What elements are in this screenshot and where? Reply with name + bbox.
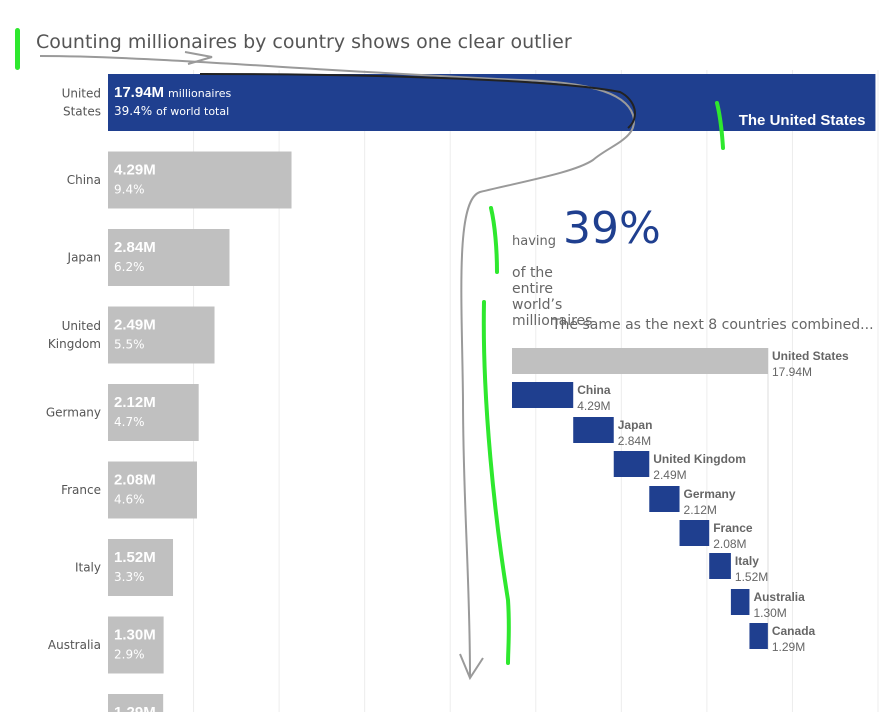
hand-drawn-annotations — [39, 51, 725, 681]
waterfall-category: France — [713, 521, 753, 535]
waterfall-value: 1.52M — [735, 570, 768, 584]
category-label: Germany — [46, 406, 101, 420]
waterfall-bar-0 — [512, 348, 768, 374]
waterfall-bar-3 — [613, 451, 650, 477]
bar-8 — [108, 694, 164, 712]
green-marker — [715, 101, 725, 150]
callout-prefix: having — [512, 234, 557, 249]
waterfall-subtitle: The same as the next 8 countries combine… — [552, 317, 874, 333]
highlight-name: The United States — [739, 112, 866, 129]
gray-arrowhead-bottom — [459, 653, 484, 681]
category-label: France — [61, 483, 101, 497]
share-label: 6.2% — [114, 260, 145, 274]
bar-0 — [108, 74, 876, 131]
green-marker — [481, 300, 511, 665]
waterfall-value: 4.29M — [577, 399, 610, 413]
gray-arrow-line — [39, 55, 636, 677]
green-marker-title — [15, 28, 20, 70]
bar-4 — [108, 384, 199, 441]
category-label: Italy — [75, 561, 101, 575]
waterfall-category: Australia — [753, 590, 805, 604]
value-label: 2.12M — [114, 394, 156, 411]
waterfall-category: China — [577, 383, 611, 397]
share-label: 5.5% — [114, 338, 145, 352]
waterfall-bar-5 — [679, 520, 710, 546]
bar-1 — [108, 151, 292, 209]
category-label: States — [63, 105, 101, 119]
waterfall-value: 1.29M — [772, 640, 805, 654]
share-suffix: of world total — [156, 105, 229, 118]
bar-3 — [108, 306, 215, 364]
waterfall-bar-1 — [512, 382, 574, 408]
waterfall-value: 17.94M — [772, 365, 812, 379]
share-label: 4.6% — [114, 493, 145, 507]
waterfall-value: 2.84M — [618, 434, 651, 448]
waterfall-bar-6 — [709, 553, 731, 579]
share-label: 9.4% — [114, 183, 145, 197]
value-label: 2.84M — [114, 239, 156, 256]
value-label: 1.29M — [114, 704, 156, 712]
value-suffix: millionaires — [168, 87, 231, 100]
category-label: Australia — [48, 638, 101, 652]
waterfall-bar-4 — [649, 486, 680, 512]
waterfall-category: United Kingdom — [653, 452, 746, 466]
waterfall-value: 2.08M — [713, 537, 746, 551]
bar-7 — [108, 616, 164, 674]
share-label: 2.9% — [114, 648, 145, 662]
category-labels: United States China Japan United Kingdom Germa… — [46, 87, 101, 653]
dark-pen-line — [199, 73, 636, 129]
category-label: United — [62, 87, 101, 101]
waterfall-category: Germany — [684, 487, 736, 501]
gray-arrowhead-top — [184, 51, 213, 65]
waterfall-bar-2 — [573, 417, 614, 443]
value-label: 1.30M — [114, 627, 156, 644]
chart-title: Counting millionaires by country shows o… — [36, 31, 572, 53]
waterfall-category: Canada — [772, 624, 816, 638]
waterfall-bar-7 — [730, 589, 750, 615]
share-label: 39.4% — [114, 104, 152, 118]
callout-percent: 39% — [563, 203, 661, 254]
category-label: Japan — [67, 251, 101, 265]
waterfall-chart: United States 17.94M China 4.29M Japan 2.84MU… — [512, 348, 849, 654]
waterfall-value: 2.12M — [684, 503, 717, 517]
value-label: 2.49M — [114, 317, 156, 334]
waterfall-bar-8 — [749, 623, 768, 649]
value-label: 4.29M — [114, 162, 156, 179]
bar-6 — [108, 539, 174, 596]
category-label: Kingdom — [48, 337, 101, 351]
bar-5 — [108, 461, 197, 519]
category-label: United — [62, 319, 101, 333]
main-bars: 17.94M millionaires 39.4% of world total The… — [108, 74, 876, 712]
waterfall-value: 2.49M — [653, 468, 686, 482]
value-label: 1.52M — [114, 549, 156, 566]
waterfall-category: Italy — [735, 554, 759, 568]
callout-suffix: of the entire world’s millionaires — [512, 265, 593, 329]
category-label: China — [67, 173, 101, 187]
waterfall-category: Japan — [618, 418, 653, 432]
bar-2 — [108, 229, 230, 286]
value-label: 2.08M — [114, 472, 156, 489]
green-marker — [489, 206, 499, 274]
waterfall-category: United States — [772, 349, 849, 363]
waterfall-value: 1.30M — [753, 606, 786, 620]
value-label: 17.94M — [114, 84, 164, 101]
share-label: 4.7% — [114, 415, 145, 429]
share-label: 3.3% — [114, 570, 145, 584]
